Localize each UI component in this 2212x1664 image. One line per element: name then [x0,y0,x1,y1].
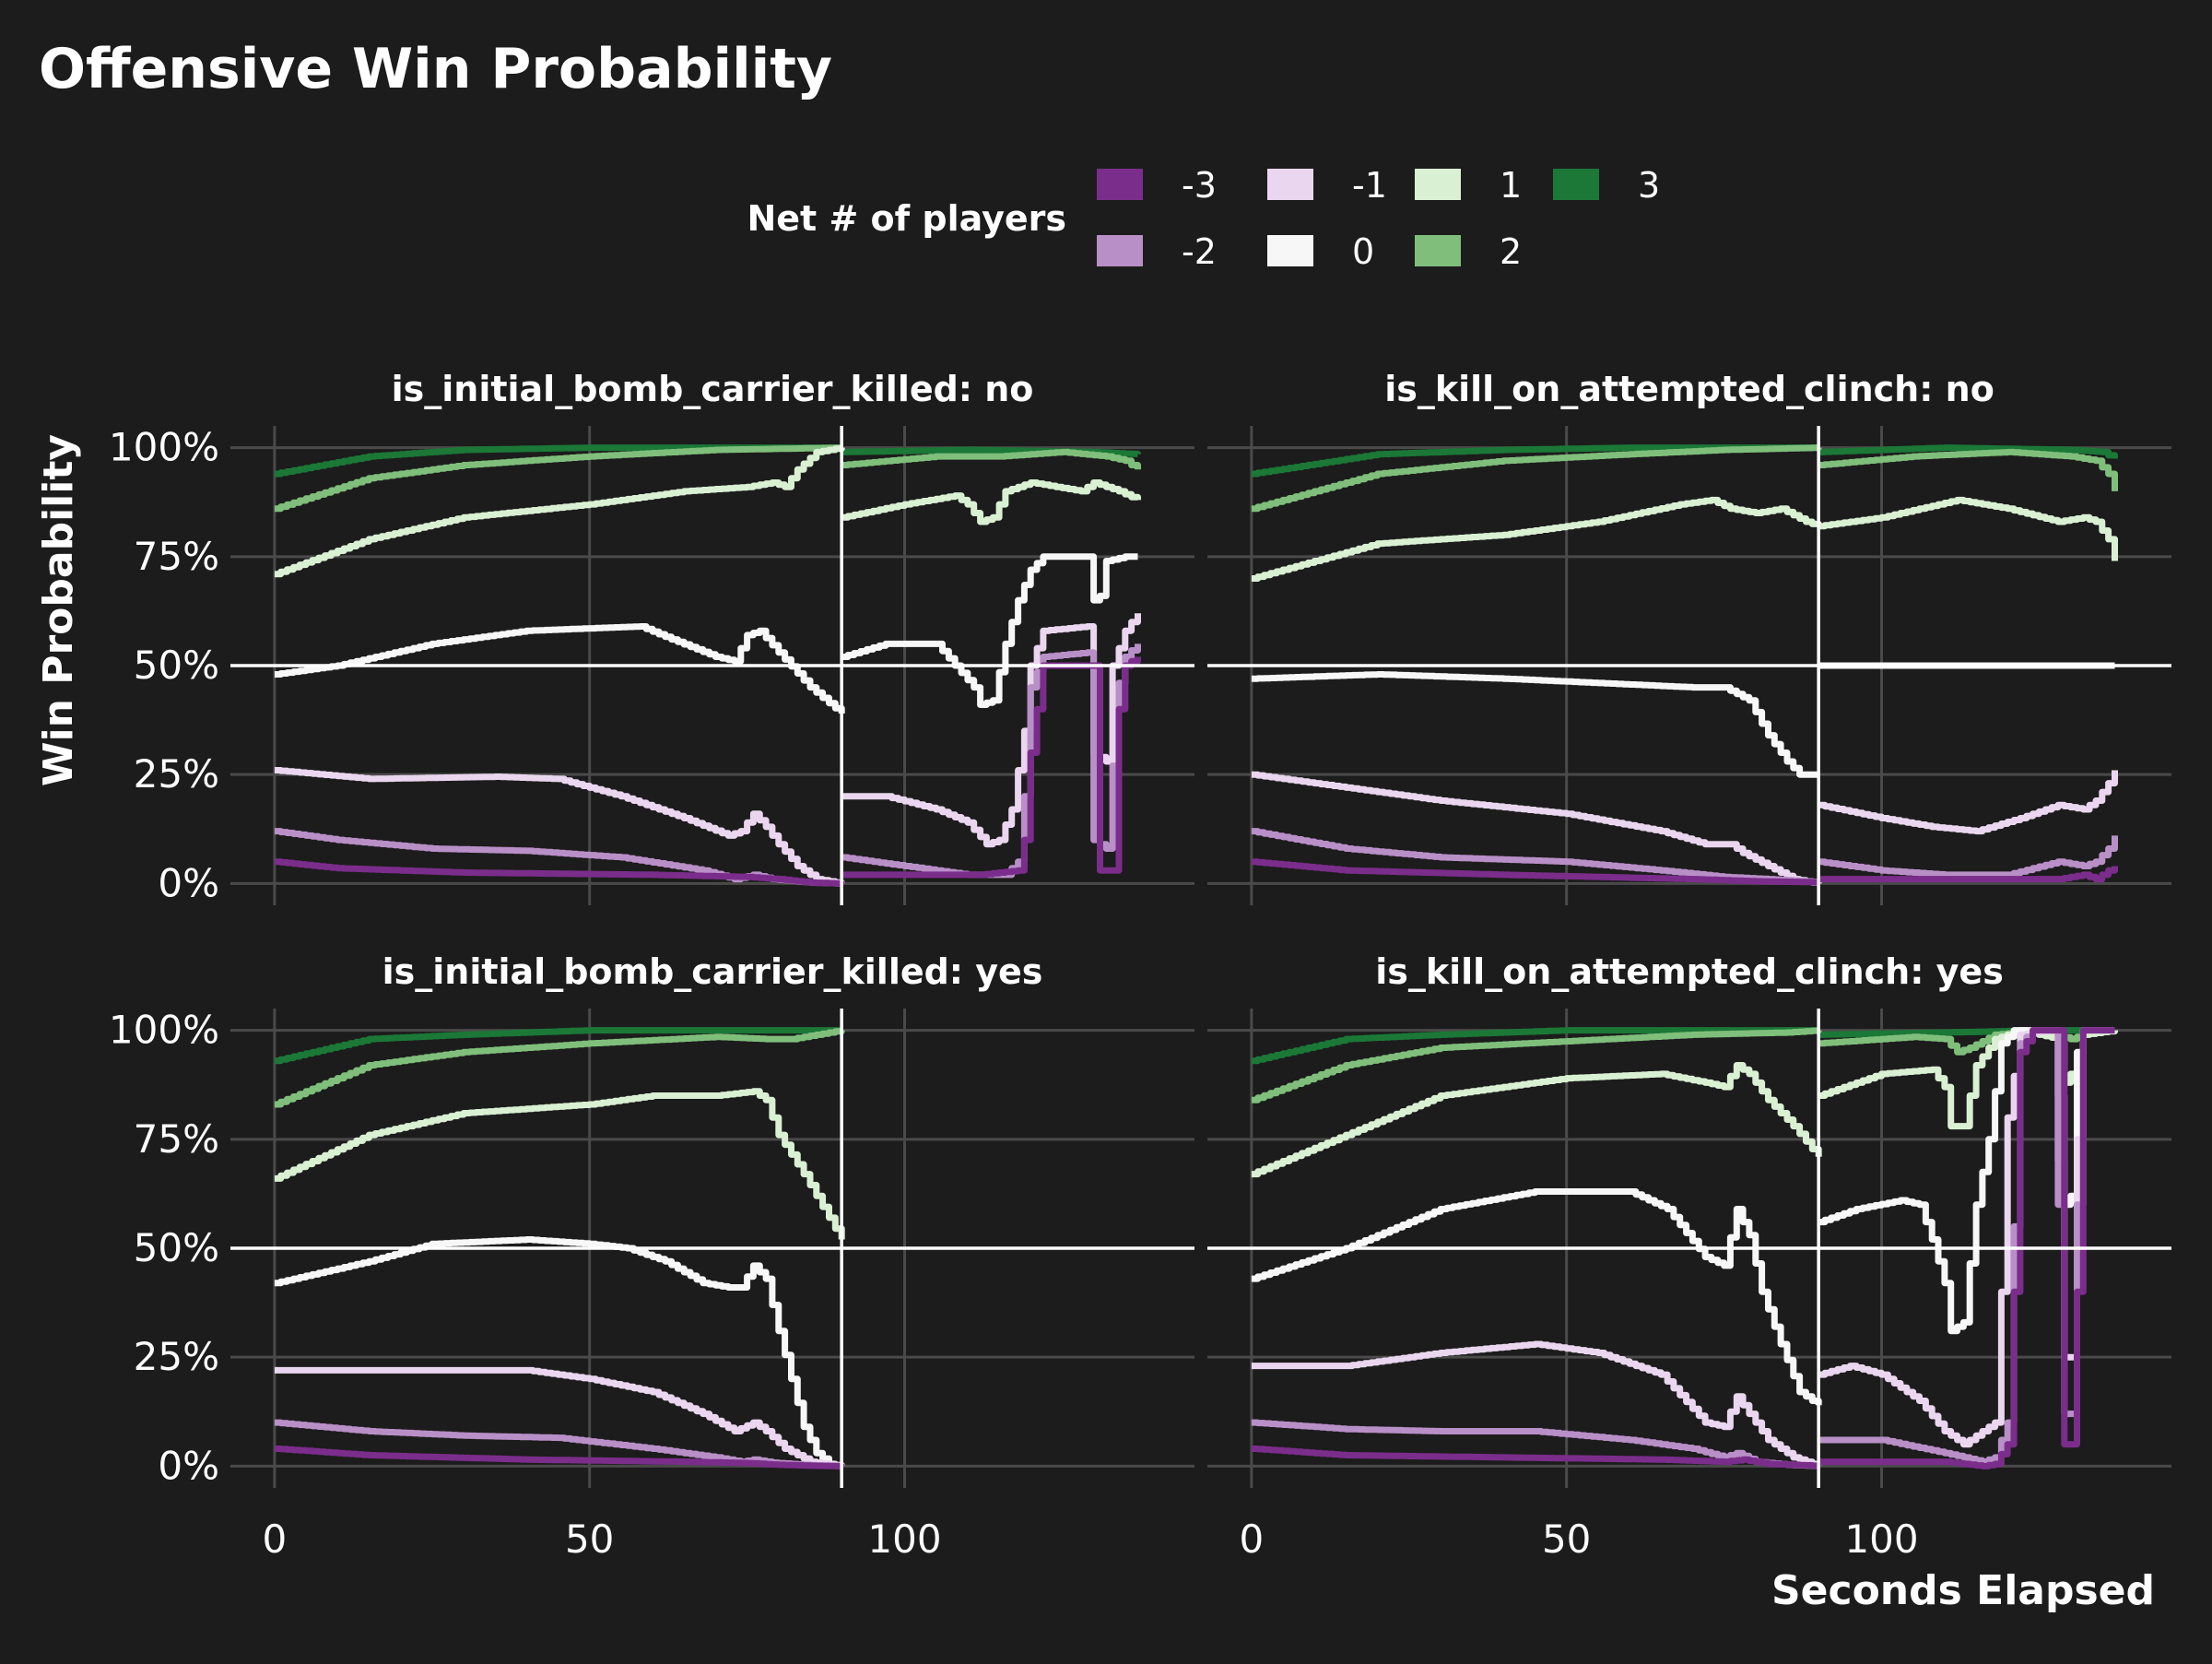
series-line--1 [1251,771,1822,886]
series-line-1 [841,479,1141,525]
legend-label: -2 [1182,231,1217,272]
series-line--3 [841,656,1141,879]
legend-label: 3 [1638,165,1660,206]
y-tick-label: 0% [158,1443,219,1488]
series-line--2 [1251,1419,1822,1469]
series-line-3 [274,1027,842,1065]
series-line-2 [1251,444,1822,513]
y-tick-label: 25% [134,1334,219,1379]
legend-swatch-0 [1267,235,1313,266]
panel-4: is_kill_on_attempted_clinch: yes 0 50 100 [1207,951,2171,1562]
y-tick-label: 100% [109,1008,219,1053]
series-line-0 [1251,671,1819,778]
series-line-0 [274,623,845,714]
series-line-3 [1251,444,1819,478]
series-line-2 [841,448,1141,470]
x-tick-label: 100 [867,1516,941,1562]
series-line--1 [274,1366,845,1469]
legend-swatch-1 [1415,169,1461,200]
legend-label: -3 [1182,165,1217,206]
series-line-3 [1818,444,2118,459]
series-line--1 [1818,770,2118,835]
series-line-2 [1251,1027,1822,1103]
legend-swatch--3 [1097,169,1143,200]
y-tick-label: 0% [158,860,219,905]
legend-label: 1 [1500,165,1522,206]
series-line--1 [274,767,845,886]
series-line-1 [1251,1062,1822,1178]
legend-swatch-2 [1415,235,1461,266]
y-tick-label: 100% [109,425,219,470]
series-line-3 [274,444,842,478]
series-line-1 [274,445,845,578]
y-tick-label: 50% [134,643,219,688]
series-line-1 [1818,1027,2118,1130]
panel-strip-label: is_kill_on_attempted_clinch: yes [1375,951,2004,992]
series-line--3 [1818,1027,2115,1469]
series-line-2 [274,1028,845,1108]
panel-strip-label: is_kill_on_attempted_clinch: no [1384,369,1994,409]
legend-label: 2 [1500,231,1522,272]
series-line-0 [1251,1188,1822,1406]
series-line-3 [1251,1027,1819,1065]
legend-label: 0 [1352,231,1374,272]
panel-3: is_initial_bomb_carrier_killed: yes 0% 25%… [109,951,1194,1562]
panel-strip-label: is_initial_bomb_carrier_killed: yes [382,951,1043,992]
legend: Net # of players -3 -2 -1 0 1 2 3 [747,165,1660,272]
x-tick-label: 0 [262,1516,287,1562]
legend-title: Net # of players [747,198,1066,239]
panels: is_initial_bomb_carrier_killed: no 0% 25% 5… [109,369,2171,1562]
series-line--2 [1818,1027,2115,1466]
panel-strip-label: is_initial_bomb_carrier_killed: no [392,369,1034,409]
panel-2: is_kill_on_attempted_clinch: no [1207,369,2171,905]
series-line--3 [274,1446,845,1469]
x-tick-label: 100 [1844,1516,1918,1562]
series-line-1 [274,1088,845,1240]
chart-title: Offensive Win Probability [39,37,832,101]
series-line--3 [274,858,845,887]
series-line-1 [1251,496,1822,582]
series-line-1 [1818,496,2118,561]
y-tick-label: 50% [134,1225,219,1270]
series-line-0 [274,1236,845,1469]
series-line-3 [1818,1027,2115,1038]
series-line-2 [274,444,845,513]
x-tick-label: 50 [565,1516,614,1562]
panel-1: is_initial_bomb_carrier_killed: no 0% 25% 5… [109,369,1194,905]
x-tick-label: 0 [1239,1516,1264,1562]
series-line--3 [1818,866,2118,883]
legend-swatch--2 [1097,235,1143,266]
series-line--3 [1251,1446,1822,1469]
y-tick-label: 75% [134,534,219,579]
y-tick-label: 25% [134,751,219,797]
series-line--1 [1818,1027,2115,1448]
series-line-0 [841,553,1138,708]
legend-label: -1 [1352,165,1387,206]
legend-swatch--1 [1267,169,1313,200]
series-line--1 [1251,1340,1822,1468]
x-tick-label: 50 [1542,1516,1591,1562]
series-line--3 [1251,858,1819,886]
legend-swatch-3 [1553,169,1599,200]
series-line--2 [1818,835,2118,879]
y-tick-label: 75% [134,1116,219,1162]
y-axis-title: Win Probability [35,434,82,786]
series-line-2 [1818,448,2118,491]
x-axis-title: Seconds Elapsed [1771,1567,2155,1614]
